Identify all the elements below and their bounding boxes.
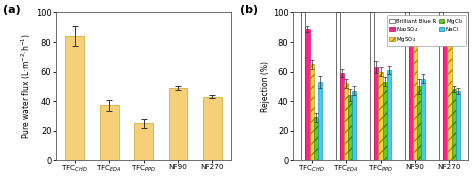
Bar (421, 79, 425, 160)
Text: (a): (a) (3, 5, 21, 15)
Bar (387, 70, 391, 160)
Bar (456, 91, 460, 160)
Bar (340, 73, 344, 160)
Bar (344, 83, 348, 160)
Bar (439, 12, 443, 160)
Bar (134, 123, 153, 160)
Bar (452, 89, 456, 160)
Y-axis label: Pure water flux (L·m$^{-2}$·h$^{-1}$): Pure water flux (L·m$^{-2}$·h$^{-1}$) (19, 33, 33, 139)
Bar (336, 12, 340, 160)
Bar (169, 88, 188, 160)
Bar (310, 64, 314, 160)
Bar (100, 105, 118, 160)
Text: (b): (b) (240, 5, 258, 15)
Bar (447, 36, 452, 160)
Bar (409, 18, 413, 160)
Bar (314, 117, 318, 160)
Bar (65, 36, 84, 160)
Bar (374, 67, 378, 160)
Legend: Brilliant Blue R, Na$_2$SO$_4$, MgSO$_4$, MgCl$_2$, NaCl: Brilliant Blue R, Na$_2$SO$_4$, MgSO$_4$… (387, 15, 465, 46)
Bar (318, 82, 322, 160)
Bar (305, 29, 310, 160)
Bar (352, 91, 356, 160)
Bar (405, 12, 409, 160)
Bar (348, 95, 352, 160)
Bar (383, 82, 387, 160)
Bar (370, 12, 374, 160)
Bar (301, 12, 305, 160)
Bar (203, 97, 222, 160)
Bar (417, 86, 421, 160)
Y-axis label: Rejection (%): Rejection (%) (261, 61, 270, 112)
Bar (378, 71, 383, 160)
Bar (443, 24, 447, 160)
Bar (413, 21, 417, 160)
